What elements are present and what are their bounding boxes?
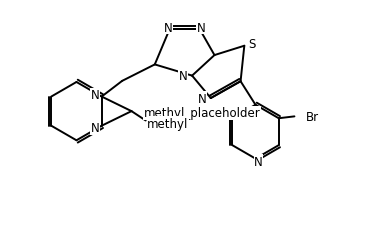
- Text: N: N: [254, 155, 263, 168]
- Text: N: N: [179, 70, 188, 83]
- Text: N: N: [197, 21, 206, 34]
- Text: methyl_placeholder: methyl_placeholder: [144, 107, 260, 120]
- Text: N: N: [163, 21, 172, 34]
- Text: Br: Br: [305, 110, 319, 123]
- Text: S: S: [248, 38, 256, 51]
- Text: N: N: [91, 89, 100, 102]
- Text: N: N: [198, 92, 206, 105]
- Text: methyl: methyl: [147, 117, 188, 130]
- Text: N: N: [91, 121, 100, 134]
